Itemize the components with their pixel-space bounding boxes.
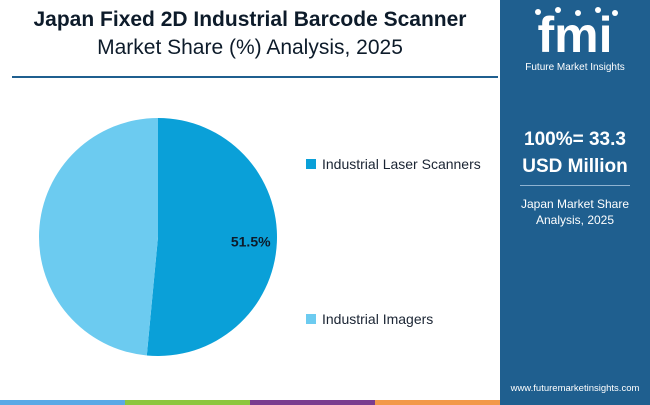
title-divider [12,76,498,78]
fmi-logo: fmi Future Market Insights [510,4,640,76]
bottom-color-bar [0,400,500,405]
legend-label-imagers: Industrial Imagers [322,311,434,327]
logo-brand-name: Future Market Insights [525,62,625,73]
bottom-bar-segment [125,400,250,405]
panel-divider [520,185,630,186]
legend-label-laser: Industrial Laser Scanners [322,156,481,172]
bottom-bar-segment [250,400,375,405]
panel-subtitle-line1: Japan Market Share [520,197,630,211]
panel-subtitle: Japan Market Share Analysis, 2025 [500,196,650,228]
legend-item-imagers: Industrial Imagers [306,311,433,327]
chart-subtitle: Market Share (%) Analysis, 2025 [97,36,403,59]
bottom-bar-segment [375,400,500,405]
summary-panel: fmi Future Market Insights 100%= 33.3 US… [500,0,650,405]
market-total: 100%= 33.3 USD Million [500,126,650,180]
website-url: www.futuremarketinsights.com [510,383,640,394]
panel-subtitle-line2: Analysis, 2025 [535,213,615,227]
legend-item-laser: Industrial Laser Scanners [306,156,481,172]
logo-mark: fmi [538,7,613,62]
data-label-laser: 51.5% [231,233,271,249]
bottom-bar-segment [0,400,125,405]
market-total-value: 100%= 33.3 [524,129,626,150]
pie-chart: 51.5% Industrial Laser Scanners Industri… [0,80,500,400]
pie-slice-laser [146,118,278,356]
pie-slice-imagers [39,118,158,356]
pie-chart-svg: 51.5% [39,118,278,356]
fmi-logo-icon: fmi [535,7,618,63]
legend-swatch-imagers [306,314,316,324]
market-total-unit: USD Million [522,156,628,177]
chart-title: Japan Fixed 2D Industrial Barcode Scanne… [33,8,467,31]
legend-swatch-laser [306,159,316,169]
